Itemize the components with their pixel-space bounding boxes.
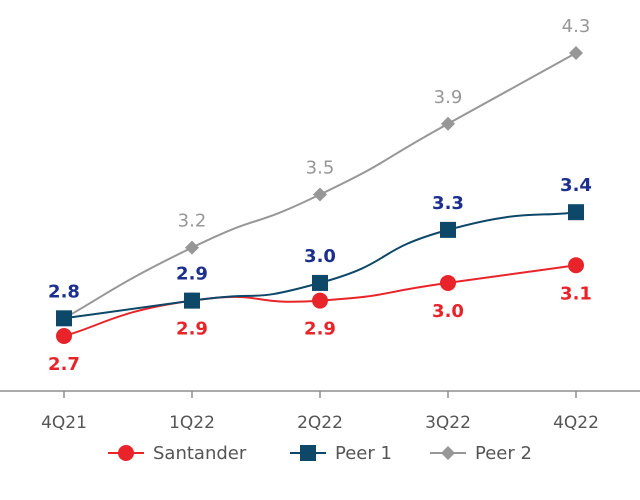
x-tick-label: 4Q21 <box>41 413 87 433</box>
peer-1-data-label: 3.0 <box>304 246 336 267</box>
peer-2-marker <box>185 240 199 255</box>
peer-2-marker <box>441 116 455 131</box>
peer-2-data-label: 3.2 <box>178 211 207 232</box>
santander-data-label: 2.9 <box>176 319 208 340</box>
peer-1-marker <box>56 310 72 327</box>
peer-1-data-label: 3.4 <box>560 175 592 196</box>
peer-2-marker <box>569 46 583 60</box>
peer-1-marker <box>184 292 200 309</box>
santander-data-label: 2.7 <box>48 354 80 375</box>
peer-1-marker <box>568 204 584 221</box>
peer-2-data-label: 3.9 <box>434 87 463 108</box>
peer-1-marker <box>440 221 456 238</box>
legend-peer-1-marker <box>300 445 316 461</box>
peer-2-marker <box>313 187 327 202</box>
x-axis: 4Q21 1Q22 2Q22 3Q22 4Q22 <box>0 390 640 433</box>
santander-data-label: 2.9 <box>304 319 336 340</box>
santander-marker <box>312 292 328 309</box>
peer-1-marker <box>312 274 328 291</box>
peer-1-data-label: 2.9 <box>176 264 208 285</box>
x-tick-label: 1Q22 <box>169 413 215 433</box>
peer-1-data-label: 2.8 <box>48 281 80 302</box>
legend-peer-2-label: Peer 2 <box>475 443 532 464</box>
peer-2-data-label: 4.3 <box>562 16 591 37</box>
x-tick-label: 3Q22 <box>425 413 471 433</box>
x-tick-label: 4Q22 <box>553 413 599 433</box>
data-labels: 2.7 2.9 2.9 3.0 3.1 2.8 2.9 3.0 3.3 3.4 3.2 3.5 3.9 4… <box>48 16 592 375</box>
peer-2-data-label: 3.5 <box>306 158 335 179</box>
peer-1-data-label: 3.3 <box>432 193 464 214</box>
santander-data-label: 3.1 <box>560 283 592 304</box>
x-tick-label: 2Q22 <box>297 413 343 433</box>
santander-data-label: 3.0 <box>432 301 464 322</box>
legend-santander-marker <box>118 445 134 461</box>
santander-marker <box>56 328 72 344</box>
legend-peer-1-label: Peer 1 <box>335 443 392 464</box>
series-markers <box>56 46 584 344</box>
legend-peer-2-marker <box>441 446 455 460</box>
legend-santander-label: Santander <box>153 443 247 464</box>
santander-marker <box>440 274 456 291</box>
santander-marker <box>568 257 584 274</box>
legend: Santander Peer 1 Peer 2 <box>108 443 532 464</box>
